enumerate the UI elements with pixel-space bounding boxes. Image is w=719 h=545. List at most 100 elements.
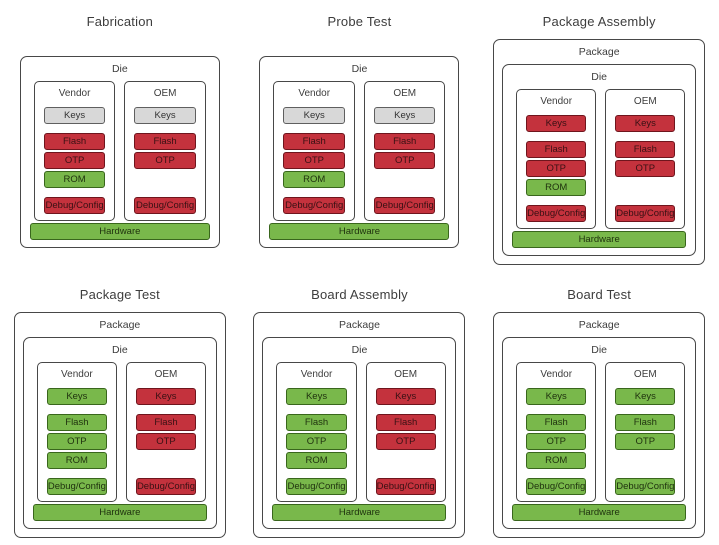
vendor-column: Vendor Keys Flash OTP ROM Debug/Config: [33, 81, 116, 221]
chip-flash: Flash: [134, 133, 196, 150]
chip-hardware: Hardware: [512, 231, 687, 248]
stage-card-board-test: Board Test Package Die Vendor Keys Flash…: [479, 273, 719, 545]
memory-group: Flash OTP ROM: [286, 413, 347, 469]
vendor-label: Vendor: [540, 96, 573, 107]
oem-label: OEM: [154, 368, 178, 380]
die-label: Die: [591, 343, 608, 356]
memory-group: Flash OTP ROM: [526, 413, 587, 469]
memory-group: Flash OTP: [134, 133, 196, 169]
chip-rom: ROM: [526, 179, 587, 196]
chip-hardware: Hardware: [512, 503, 687, 521]
vendor-label: Vendor: [61, 368, 93, 380]
chip-debug-config: Debug/Config: [134, 197, 196, 214]
chip-debug-config: Debug/Config: [283, 197, 345, 214]
chip-debug-config: Debug/Config: [615, 205, 676, 222]
chip-rom: ROM: [286, 451, 347, 469]
chip-keys: Keys: [615, 115, 676, 132]
diagram-area: Die Vendor Keys Flash OTP ROM Debug/Conf…: [0, 31, 240, 273]
chip-flash: Flash: [526, 413, 587, 431]
oem-label: OEM: [394, 368, 418, 380]
chip-flash: Flash: [375, 413, 436, 431]
memory-group: Flash OTP ROM: [46, 413, 107, 469]
die-box: Die Vendor Keys Flash OTP ROM Debug/Conf…: [259, 56, 460, 248]
package-label: Package: [578, 46, 620, 58]
chip-keys: Keys: [526, 387, 587, 405]
die-box: Die Vendor Keys Flash OTP ROM Debug/Conf…: [502, 64, 697, 256]
diagram-area: Package Die Vendor Keys Flash OTP ROM: [479, 304, 719, 545]
die-label: Die: [351, 63, 368, 75]
columns-row: Vendor Keys Flash OTP ROM Debug/Config O…: [269, 81, 449, 221]
stage-title: Board Test: [567, 287, 632, 302]
package-box: Package Die Vendor Keys Flash OTP ROM: [13, 311, 226, 538]
package-box: Package Die Vendor Keys Flash OTP ROM: [253, 311, 466, 538]
chip-debug-config: Debug/Config: [135, 477, 197, 495]
diagram-area: Package Die Vendor Keys Flash OTP ROM: [479, 31, 719, 273]
stage-title: Board Assembly: [311, 287, 408, 302]
chip-otp: OTP: [43, 152, 106, 169]
chip-keys: Keys: [526, 115, 587, 132]
chip-debug-config: Debug/Config: [43, 197, 106, 214]
chip-rom: ROM: [43, 171, 106, 188]
chip-debug-config: Debug/Config: [46, 477, 107, 495]
die-label: Die: [351, 343, 368, 356]
package-label: Package: [578, 318, 620, 331]
chip-flash: Flash: [373, 133, 436, 150]
chip-rom: ROM: [46, 451, 107, 469]
oem-column: OEM Keys Flash OTP Debug/Config: [363, 81, 446, 221]
memory-group: Flash OTP ROM: [43, 133, 106, 188]
vendor-column: Vendor Keys Flash OTP ROM Debug/Config: [516, 89, 597, 229]
chip-otp: OTP: [134, 152, 196, 169]
chip-otp: OTP: [375, 432, 436, 450]
chip-otp: OTP: [286, 432, 347, 450]
die-box: Die Vendor Keys Flash OTP ROM Debug/Conf…: [19, 56, 220, 248]
vendor-column: Vendor Keys Flash OTP ROM Debug/Config: [276, 361, 357, 502]
vendor-label: Vendor: [58, 88, 91, 99]
stage-card-probe-test: Probe Test Die Vendor Keys Flash OTP ROM…: [240, 0, 480, 273]
die-box: Die Vendor Keys Flash OTP ROM Debug/Conf…: [22, 336, 217, 529]
stage-title: Package Test: [79, 287, 160, 302]
memory-group: Flash OTP: [615, 413, 676, 450]
chip-otp: OTP: [615, 432, 676, 450]
oem-column: OEM Keys Flash OTP Debug/Config: [365, 361, 446, 502]
chip-hardware: Hardware: [269, 223, 450, 240]
die-label: Die: [111, 63, 128, 75]
vendor-column: Vendor Keys Flash OTP ROM Debug/Config: [516, 361, 597, 502]
die-box: Die Vendor Keys Flash OTP ROM Debug/Conf…: [262, 336, 457, 529]
chip-hardware: Hardware: [272, 503, 447, 521]
diagram-area: Package Die Vendor Keys Flash OTP ROM: [240, 304, 480, 545]
chip-keys: Keys: [375, 387, 436, 405]
chip-otp: OTP: [373, 152, 436, 169]
chip-keys: Keys: [134, 107, 196, 124]
oem-column: OEM Keys Flash OTP Debug/Config: [125, 361, 207, 502]
chip-debug-config: Debug/Config: [286, 477, 347, 495]
chip-debug-config: Debug/Config: [375, 477, 436, 495]
stage-card-package-test: Package Test Package Die Vendor Keys Fla…: [0, 273, 240, 545]
stage-title: Package Assembly: [542, 14, 656, 29]
chip-debug-config: Debug/Config: [615, 477, 676, 495]
columns-row: Vendor Keys Flash OTP ROM Debug/Config O…: [512, 361, 686, 502]
vendor-label: Vendor: [540, 368, 573, 380]
memory-group: Flash OTP: [373, 133, 436, 169]
chip-flash: Flash: [283, 133, 345, 150]
columns-row: Vendor Keys Flash OTP ROM Debug/Config O…: [30, 81, 210, 221]
oem-column: OEM Keys Flash OTP Debug/Config: [605, 361, 686, 502]
columns-row: Vendor Keys Flash OTP ROM Debug/Config O…: [33, 361, 207, 502]
stage-title: Fabrication: [86, 14, 154, 29]
oem-column: OEM Keys Flash OTP Debug/Config: [605, 89, 686, 229]
package-box: Package Die Vendor Keys Flash OTP ROM: [493, 39, 706, 265]
chip-flash: Flash: [135, 413, 197, 431]
memory-group: Flash OTP: [375, 413, 436, 450]
chip-debug-config: Debug/Config: [526, 205, 587, 222]
package-label: Package: [339, 318, 380, 331]
oem-label: OEM: [633, 368, 657, 380]
stage-title: Probe Test: [327, 14, 392, 29]
diagram-area: Die Vendor Keys Flash OTP ROM Debug/Conf…: [240, 31, 480, 273]
chip-flash: Flash: [615, 141, 676, 158]
chip-debug-config: Debug/Config: [526, 477, 587, 495]
chip-otp: OTP: [526, 432, 587, 450]
chip-otp: OTP: [615, 160, 676, 177]
die-box: Die Vendor Keys Flash OTP ROM Debug/Conf…: [502, 336, 697, 529]
chip-rom: ROM: [526, 451, 587, 469]
chip-keys: Keys: [373, 107, 436, 124]
